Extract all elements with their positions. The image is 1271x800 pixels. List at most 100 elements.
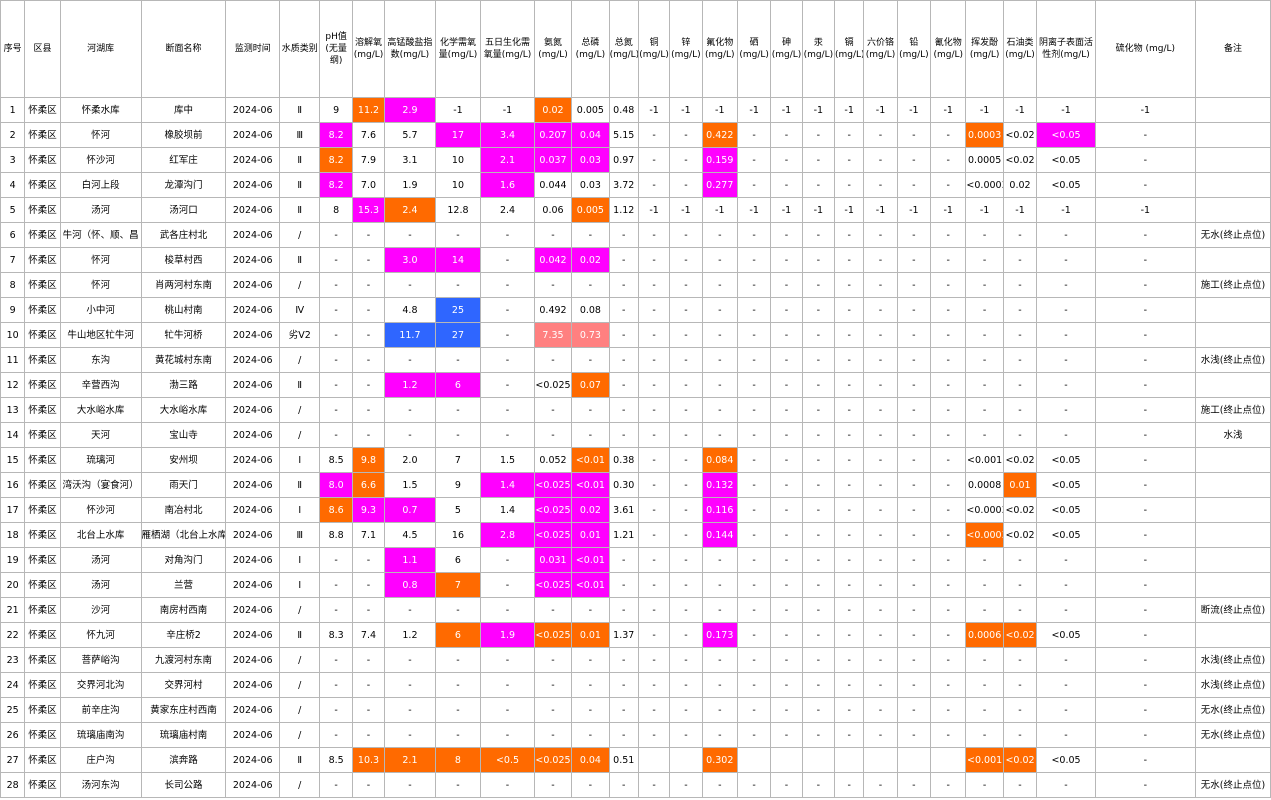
table-cell[interactable] bbox=[1194, 97, 1271, 123]
table-cell[interactable]: - bbox=[637, 447, 671, 473]
table-cell[interactable]: - bbox=[669, 547, 703, 573]
table-cell[interactable]: 0.48 bbox=[608, 97, 639, 123]
table-cell[interactable]: - bbox=[1094, 147, 1196, 173]
table-cell[interactable]: -1 bbox=[801, 197, 836, 223]
table-cell[interactable]: - bbox=[637, 147, 671, 173]
table-cell[interactable]: 0.031 bbox=[533, 547, 573, 573]
table-cell[interactable]: 渤三路 bbox=[140, 372, 227, 398]
table-cell[interactable]: 7 bbox=[0, 247, 26, 273]
table-cell[interactable]: - bbox=[480, 322, 535, 348]
table-cell[interactable]: 施工(终止点位) bbox=[1194, 397, 1271, 423]
table-cell[interactable]: - bbox=[351, 772, 386, 798]
table-cell[interactable]: 0.08 bbox=[571, 297, 610, 323]
table-cell[interactable]: 2024-06 bbox=[225, 522, 281, 548]
table-cell[interactable]: - bbox=[480, 722, 535, 748]
table-cell[interactable]: - bbox=[669, 672, 703, 698]
table-cell[interactable]: 怀柔区 bbox=[24, 747, 61, 773]
table-cell[interactable]: 0.132 bbox=[701, 472, 738, 498]
table-cell[interactable]: Ⅰ bbox=[279, 497, 321, 523]
table-cell[interactable]: - bbox=[965, 597, 1004, 623]
table-cell[interactable]: 2024-06 bbox=[225, 697, 281, 723]
column-header[interactable]: pH值(无量纲) bbox=[319, 0, 353, 98]
table-cell[interactable]: - bbox=[801, 522, 836, 548]
table-cell[interactable]: - bbox=[736, 622, 772, 648]
table-cell[interactable]: 怀柔区 bbox=[24, 597, 61, 623]
table-cell[interactable]: <0.025 bbox=[533, 747, 573, 773]
table-cell[interactable]: 0.042 bbox=[533, 247, 573, 273]
table-cell[interactable]: - bbox=[801, 672, 836, 698]
table-cell[interactable]: - bbox=[736, 422, 772, 448]
table-cell[interactable]: - bbox=[384, 222, 436, 248]
table-cell[interactable]: - bbox=[930, 722, 967, 748]
table-cell[interactable] bbox=[669, 747, 703, 773]
table-cell[interactable]: - bbox=[319, 347, 353, 373]
table-cell[interactable]: 湾沃沟（宴食河） bbox=[59, 472, 142, 498]
table-cell[interactable]: 27 bbox=[0, 747, 26, 773]
table-cell[interactable]: - bbox=[770, 772, 803, 798]
table-cell[interactable]: 25 bbox=[0, 697, 26, 723]
table-cell[interactable]: - bbox=[896, 547, 932, 573]
table-cell[interactable]: 黄花城村东南 bbox=[140, 347, 227, 373]
table-cell[interactable]: 琉璃庙村南 bbox=[140, 722, 227, 748]
table-cell[interactable]: 0.005 bbox=[571, 97, 610, 123]
table-cell[interactable]: - bbox=[736, 522, 772, 548]
table-cell[interactable]: 25 bbox=[434, 297, 482, 323]
table-cell[interactable]: - bbox=[736, 647, 772, 673]
table-cell[interactable] bbox=[930, 747, 967, 773]
table-cell[interactable]: 交界河村 bbox=[140, 672, 227, 698]
table-cell[interactable]: - bbox=[608, 397, 639, 423]
table-cell[interactable]: - bbox=[1094, 597, 1196, 623]
table-cell[interactable]: 12 bbox=[0, 372, 26, 398]
table-cell[interactable]: - bbox=[1094, 272, 1196, 298]
table-cell[interactable]: - bbox=[770, 347, 803, 373]
table-cell[interactable]: - bbox=[801, 247, 836, 273]
table-cell[interactable]: 1.37 bbox=[608, 622, 639, 648]
table-cell[interactable]: 0.02 bbox=[533, 97, 573, 123]
table-cell[interactable]: - bbox=[319, 672, 353, 698]
table-cell[interactable]: - bbox=[834, 722, 865, 748]
table-cell[interactable]: 2024-06 bbox=[225, 297, 281, 323]
table-cell[interactable]: - bbox=[701, 422, 738, 448]
table-cell[interactable]: 2.4 bbox=[384, 197, 436, 223]
table-cell[interactable]: - bbox=[834, 397, 865, 423]
table-cell[interactable]: - bbox=[1036, 772, 1096, 798]
table-cell[interactable]: 2.8 bbox=[480, 522, 535, 548]
column-header[interactable]: 氨氮(mg/L) bbox=[533, 0, 573, 98]
table-cell[interactable]: - bbox=[319, 697, 353, 723]
table-cell[interactable]: 怀柔区 bbox=[24, 397, 61, 423]
table-cell[interactable]: - bbox=[608, 547, 639, 573]
column-header[interactable]: 河湖库 bbox=[59, 0, 142, 98]
table-cell[interactable]: 南冶村北 bbox=[140, 497, 227, 523]
table-cell[interactable]: 怀柔区 bbox=[24, 322, 61, 348]
table-cell[interactable]: - bbox=[571, 772, 610, 798]
table-cell[interactable]: 0.02 bbox=[1002, 172, 1038, 198]
table-cell[interactable]: -1 bbox=[896, 197, 932, 223]
table-cell[interactable]: - bbox=[319, 322, 353, 348]
table-cell[interactable]: Ⅱ bbox=[279, 472, 321, 498]
table-cell[interactable]: - bbox=[480, 597, 535, 623]
table-cell[interactable]: 4.5 bbox=[384, 522, 436, 548]
column-header[interactable]: 汞(mg/L) bbox=[801, 0, 836, 98]
table-cell[interactable]: - bbox=[351, 422, 386, 448]
table-cell[interactable]: - bbox=[896, 497, 932, 523]
table-cell[interactable]: 怀柔区 bbox=[24, 722, 61, 748]
table-cell[interactable]: - bbox=[863, 672, 898, 698]
table-cell[interactable] bbox=[863, 747, 898, 773]
table-cell[interactable]: 宝山寺 bbox=[140, 422, 227, 448]
table-cell[interactable]: - bbox=[896, 247, 932, 273]
table-cell[interactable]: 0.03 bbox=[571, 147, 610, 173]
table-cell[interactable]: 辛庄桥2 bbox=[140, 622, 227, 648]
table-cell[interactable]: - bbox=[896, 722, 932, 748]
table-cell[interactable] bbox=[896, 747, 932, 773]
table-cell[interactable]: - bbox=[1002, 647, 1038, 673]
table-cell[interactable]: - bbox=[863, 772, 898, 798]
table-cell[interactable]: 黄家东庄村西南 bbox=[140, 697, 227, 723]
table-cell[interactable]: - bbox=[834, 647, 865, 673]
table-cell[interactable]: 3.61 bbox=[608, 497, 639, 523]
table-cell[interactable]: - bbox=[834, 297, 865, 323]
table-cell[interactable]: 2024-06 bbox=[225, 147, 281, 173]
table-cell[interactable]: <0.02 bbox=[1002, 497, 1038, 523]
table-cell[interactable]: 2024-06 bbox=[225, 97, 281, 123]
table-cell[interactable]: - bbox=[384, 597, 436, 623]
table-cell[interactable]: - bbox=[608, 697, 639, 723]
